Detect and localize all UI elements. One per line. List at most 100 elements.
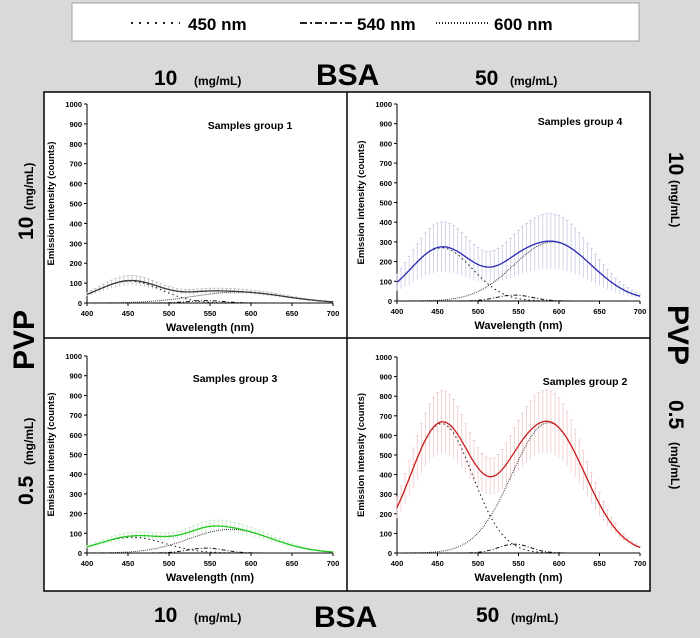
y-tick-label: 700	[69, 411, 82, 420]
y-tick-label: 400	[69, 470, 82, 479]
top-left-unit: (mg/mL)	[194, 74, 241, 88]
y-axis-label: Emission intensity (counts)	[356, 393, 367, 517]
top-left-concentration: 10	[154, 67, 177, 90]
x-tick-label: 700	[634, 559, 647, 568]
panel-group-1: 0 100 200 300 400 500 600 700 800 900 1000 400 450 50…	[46, 100, 339, 334]
x-tick-label: 700	[327, 559, 340, 568]
x-tick-label: 650	[593, 559, 606, 568]
bottom-header: 10 (mg/mL) BSA 50 (mg/mL)	[154, 601, 558, 634]
fit-curve	[86, 279, 334, 303]
bottom-bsa-label: BSA	[314, 601, 377, 634]
fit-curve	[396, 420, 641, 549]
legend: 450 nm 540 nm 600 nm	[71, 2, 640, 42]
y-tick-label: 1000	[65, 100, 82, 109]
x-tick-label: 550	[512, 307, 525, 316]
right-bottom-unit: (mg/mL)	[668, 442, 682, 489]
x-axis-label: Wavelength (nm)	[474, 320, 563, 332]
y-tick-label: 400	[379, 218, 392, 227]
top-header: 10 (mg/mL) BSA 50 (mg/mL)	[154, 59, 557, 92]
panel-group-4: 0 100 200 300 400 500 600 700 800 900 1000 400 450 50…	[356, 100, 646, 332]
y-tick-label: 700	[379, 412, 392, 421]
panel-title: Samples group 4	[538, 116, 623, 128]
y-tick-label: 1000	[65, 352, 82, 361]
y-axis-label: Emission intensity (counts)	[46, 392, 57, 516]
x-tick-label: 600	[553, 307, 566, 316]
component-curve-540-nm	[87, 300, 333, 304]
y-tick-label: 700	[379, 159, 392, 168]
panel-title: Samples group 1	[208, 120, 293, 132]
fit-curve	[396, 240, 641, 297]
bottom-right-concentration: 50	[476, 604, 499, 627]
y-tick-label: 500	[379, 451, 392, 460]
x-tick-label: 550	[204, 309, 217, 318]
y-tick-label: 800	[69, 140, 82, 149]
y-tick-label: 200	[69, 510, 82, 519]
panel-title: Samples group 2	[543, 376, 628, 388]
fit-curve	[86, 525, 334, 553]
y-axis-label: Emission intensity (counts)	[46, 141, 57, 265]
x-tick-label: 400	[391, 307, 404, 316]
bottom-left-concentration: 10	[154, 604, 177, 627]
y-tick-label: 100	[379, 529, 392, 538]
x-tick-label: 600	[245, 559, 258, 568]
x-tick-label: 400	[391, 559, 404, 568]
x-tick-label: 400	[81, 559, 94, 568]
left-top-unit: (mg/mL)	[22, 163, 36, 210]
x-tick-label: 700	[327, 309, 340, 318]
x-tick-label: 500	[472, 559, 485, 568]
x-tick-label: 450	[122, 309, 135, 318]
y-tick-label: 400	[69, 219, 82, 228]
component-curve-450-nm	[86, 536, 333, 554]
x-axis-label: Wavelength (nm)	[166, 322, 255, 334]
y-tick-label: 800	[379, 139, 392, 148]
right-side: 10 (mg/mL) PVP 0.5 (mg/mL)	[661, 152, 694, 489]
y-tick-label: 800	[379, 392, 392, 401]
y-tick-label: 100	[379, 277, 392, 286]
y-tick-label: 200	[69, 259, 82, 268]
x-tick-label: 500	[163, 559, 176, 568]
y-tick-label: 500	[69, 200, 82, 209]
left-top-concentration: 10	[15, 217, 38, 240]
component-curve-540-nm	[397, 543, 640, 554]
y-tick-label: 900	[379, 120, 392, 129]
y-tick-label: 900	[69, 120, 82, 129]
left-side: 10 (mg/mL) PVP 0.5 (mg/mL)	[8, 163, 41, 505]
bottom-right-unit: (mg/mL)	[511, 611, 558, 625]
y-tick-label: 800	[69, 391, 82, 400]
y-tick-label: 600	[379, 431, 392, 440]
y-tick-label: 600	[69, 431, 82, 440]
right-top-unit: (mg/mL)	[668, 180, 682, 227]
legend-label-450: 450 nm	[188, 15, 247, 34]
x-tick-label: 700	[634, 307, 647, 316]
left-bottom-concentration: 0.5	[15, 475, 38, 505]
y-tick-label: 300	[69, 239, 82, 248]
y-tick-label: 900	[379, 373, 392, 382]
x-tick-label: 450	[122, 559, 135, 568]
y-tick-label: 600	[379, 179, 392, 188]
right-pvp-label: PVP	[661, 305, 694, 365]
x-axis-label: Wavelength (nm)	[166, 572, 255, 584]
x-tick-label: 600	[245, 309, 258, 318]
left-pvp-label: PVP	[8, 310, 41, 370]
component-curve-540-nm	[87, 547, 333, 554]
panel-group-3: 0 100 200 300 400 500 600 700 800 900 1000 400 450 50…	[46, 352, 339, 584]
y-tick-label: 1000	[375, 353, 392, 362]
y-tick-label: 700	[69, 160, 82, 169]
y-tick-label: 900	[69, 372, 82, 381]
y-tick-label: 300	[379, 238, 392, 247]
x-axis-label: Wavelength (nm)	[474, 572, 563, 584]
x-tick-label: 450	[431, 559, 444, 568]
x-tick-label: 450	[431, 307, 444, 316]
x-tick-label: 500	[472, 307, 485, 316]
y-tick-label: 500	[69, 451, 82, 460]
y-tick-label: 1000	[375, 100, 392, 109]
bottom-left-unit: (mg/mL)	[194, 611, 241, 625]
top-bsa-label: BSA	[316, 59, 379, 92]
y-tick-label: 0	[388, 297, 392, 306]
panel-title: Samples group 3	[193, 373, 278, 385]
x-tick-label: 650	[286, 309, 299, 318]
right-bottom-concentration: 0.5	[664, 400, 687, 430]
y-tick-label: 300	[69, 490, 82, 499]
y-tick-label: 600	[69, 180, 82, 189]
